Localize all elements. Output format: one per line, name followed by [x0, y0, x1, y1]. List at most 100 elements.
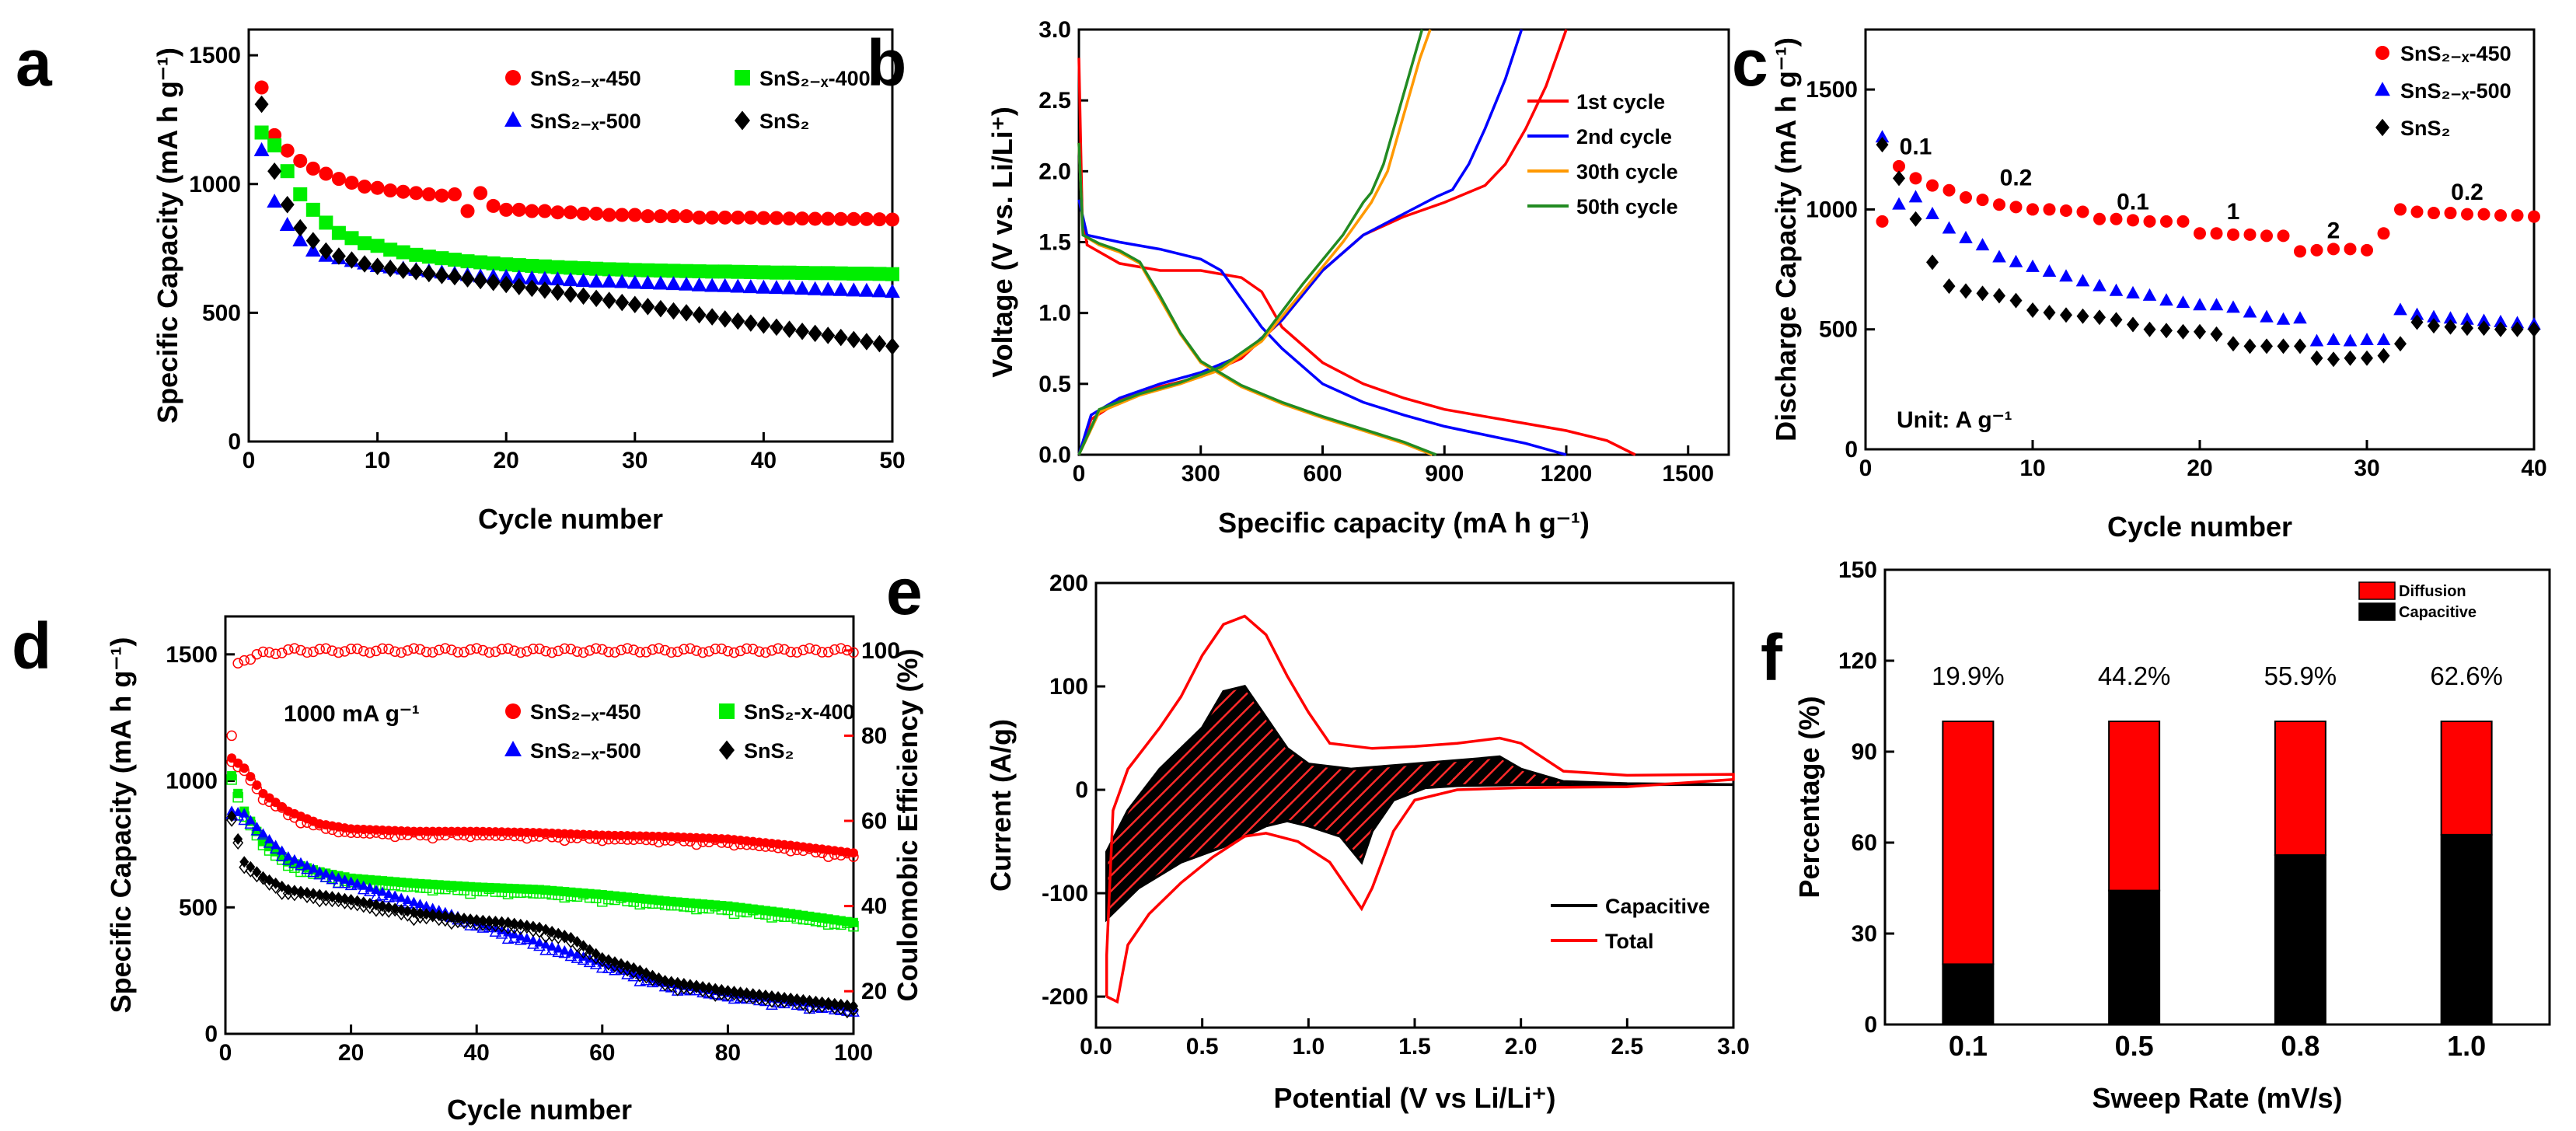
data-point — [2277, 229, 2290, 243]
data-point — [2361, 350, 2373, 366]
data-point — [2361, 243, 2373, 257]
y-tick-label: 0 — [1075, 777, 1088, 803]
data-point — [447, 253, 462, 267]
capacity-point — [251, 822, 262, 832]
data-point — [756, 211, 771, 225]
data-point — [2327, 243, 2340, 256]
efficiency-point — [264, 647, 275, 658]
data-point — [692, 264, 707, 279]
efficiency-point — [622, 643, 633, 654]
data-point — [2511, 209, 2524, 222]
y-tick-label: 0 — [1864, 1012, 1877, 1038]
data-point — [821, 266, 836, 281]
data-point — [447, 187, 462, 201]
capacitive-area — [1105, 685, 1734, 923]
data-point — [731, 264, 745, 279]
data-point — [589, 206, 604, 221]
capacitive-bar — [2440, 833, 2493, 1025]
data-point — [421, 250, 436, 264]
capacity-point — [346, 876, 357, 886]
x-tick-label: 20 — [338, 1040, 364, 1066]
data-point — [2043, 203, 2056, 216]
data-point — [641, 263, 655, 278]
data-point — [2528, 321, 2540, 337]
efficiency-point — [433, 644, 445, 655]
capacity-point — [283, 883, 293, 895]
data-point — [525, 204, 539, 218]
efficiency-point — [402, 645, 414, 656]
data-point — [254, 125, 269, 140]
data-point — [2110, 312, 2123, 328]
legend-label: SnS₂₋ₓ-450 — [530, 67, 641, 90]
capacity-point — [378, 900, 387, 913]
data-point — [460, 204, 475, 218]
panel-f: 0 30 60 90 120 150 f Sweep Rate (mV/s) Percentag… — [1761, 557, 2551, 1114]
capacity-point — [352, 895, 362, 907]
data-point — [692, 305, 707, 324]
data-point — [2344, 243, 2357, 256]
data-point — [2110, 212, 2123, 225]
capacity-point — [710, 983, 721, 995]
data-point — [2042, 264, 2057, 278]
data-point — [2176, 323, 2190, 340]
data-point — [280, 143, 295, 158]
x-tick-label: 3.0 — [1717, 1034, 1750, 1059]
capacity-point — [283, 850, 294, 860]
diffusion-bar — [2108, 721, 2161, 892]
data-point — [344, 251, 359, 269]
legend-marker — [505, 70, 521, 86]
data-point — [409, 263, 424, 281]
data-point — [859, 211, 874, 226]
data-point — [666, 264, 681, 278]
legend-swatch — [2358, 581, 2396, 600]
x-tick-label: 1.0 — [2447, 1030, 2486, 1062]
data-point — [2210, 227, 2223, 240]
data-point — [1993, 198, 2005, 211]
data-point — [2494, 321, 2507, 337]
data-point — [589, 289, 604, 308]
data-point — [383, 183, 398, 198]
data-point — [2026, 203, 2039, 216]
y-right-tick-label: 60 — [861, 808, 887, 834]
x-tick-label: 10 — [365, 448, 390, 473]
data-point — [730, 278, 746, 293]
x-tick-label: 0 — [1073, 461, 1086, 487]
capacity-point — [572, 936, 582, 948]
capacity-point — [440, 910, 450, 923]
data-point — [665, 276, 682, 291]
x-tick-label: 600 — [1303, 461, 1342, 487]
data-point — [602, 262, 616, 277]
data-point — [1893, 170, 1905, 187]
data-point — [794, 281, 810, 295]
data-point — [2109, 283, 2124, 296]
legend-label: SnS₂₋ₓ-450 — [2400, 42, 2511, 65]
efficiency-point — [634, 647, 646, 658]
y-tick-label: 1500 — [1806, 77, 1858, 103]
efficiency-point — [295, 644, 306, 656]
data-point — [550, 271, 566, 286]
discharge-curve — [1077, 142, 1437, 456]
data-point — [499, 202, 514, 217]
efficiency-point — [842, 644, 853, 656]
data-point — [2376, 333, 2391, 345]
efficiency-point — [427, 647, 438, 658]
total-curve — [1105, 614, 1735, 1004]
data-point — [691, 277, 707, 291]
data-point — [756, 279, 772, 294]
data-point — [756, 265, 771, 280]
data-point — [370, 257, 385, 275]
x-axis-label: Sweep Rate (mV/s) — [2092, 1082, 2342, 1114]
capacity-point — [515, 930, 526, 941]
data-point — [280, 164, 295, 179]
data-point — [525, 259, 539, 274]
efficiency-point — [270, 648, 281, 660]
data-point — [2511, 321, 2524, 337]
data-point — [331, 172, 346, 187]
data-point — [885, 337, 899, 355]
bar-data-label: 55.9% — [2264, 661, 2337, 690]
capacity-point — [245, 815, 256, 825]
data-point — [705, 210, 720, 225]
capacity-point — [227, 810, 237, 822]
data-point — [731, 210, 745, 225]
data-point — [846, 267, 861, 281]
